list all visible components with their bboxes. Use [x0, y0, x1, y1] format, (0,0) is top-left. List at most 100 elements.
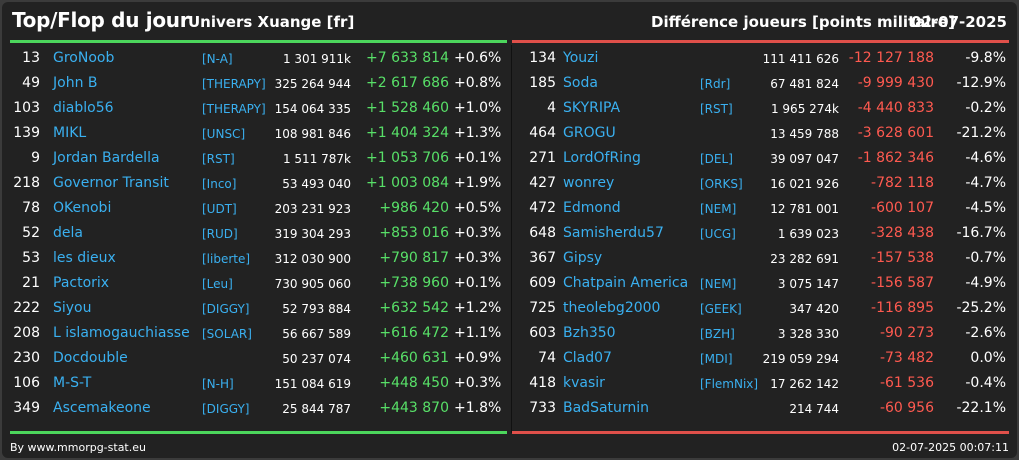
player-rank: 78	[22, 200, 40, 216]
player-name-link[interactable]: Bzh350	[563, 325, 616, 341]
alliance-tag-link[interactable]: [DEL]	[700, 152, 733, 166]
top-losers-list: 134 Youzi 111 411 626 -12 127 188 -9.8% 185 So…	[514, 47, 1009, 422]
percent-change: +0.8%	[454, 75, 502, 91]
alliance-tag-link[interactable]: [DIGGY]	[202, 402, 250, 416]
alliance-tag-link[interactable]: [SOLAR]	[202, 327, 252, 341]
player-name-link[interactable]: wonrey	[563, 175, 615, 191]
points-difference: +448 450	[379, 375, 449, 391]
player-name-link[interactable]: GROGU	[563, 125, 616, 141]
player-rank: 603	[529, 325, 556, 341]
player-name-link[interactable]: Soda	[563, 75, 598, 91]
player-name-link[interactable]: OKenobi	[53, 200, 112, 216]
percent-change: -2.6%	[965, 325, 1006, 341]
player-name-link[interactable]: GroNoob	[53, 50, 115, 66]
player-name-link[interactable]: les dieux	[53, 250, 116, 266]
percent-change: +1.2%	[454, 300, 502, 316]
points-difference: +632 542	[379, 300, 449, 316]
player-name-link[interactable]: SKYRIPA	[563, 100, 621, 116]
player-name-link[interactable]: Ascemakeone	[53, 400, 151, 416]
alliance-tag-link[interactable]: [N-A]	[202, 52, 233, 66]
percent-change: -4.6%	[965, 150, 1006, 166]
player-name-link[interactable]: L islamogauchiasse	[53, 325, 190, 341]
player-name-link[interactable]: kvasir	[563, 375, 605, 391]
alliance-tag-link[interactable]: [THERAPY]	[202, 102, 266, 116]
player-name-link[interactable]: theolebg2000	[563, 300, 661, 316]
player-points: 219 059 294	[762, 352, 839, 366]
player-points: 312 030 900	[274, 252, 351, 266]
player-rank: 230	[13, 350, 40, 366]
alliance-tag-link[interactable]: [THERAPY]	[202, 77, 266, 91]
player-name-link[interactable]: M-S-T	[53, 375, 92, 391]
percent-change: -4.7%	[965, 175, 1006, 191]
percent-change: -0.4%	[965, 375, 1006, 391]
alliance-tag-link[interactable]: [DIGGY]	[202, 302, 250, 316]
player-rank: 367	[529, 250, 556, 266]
player-points: 111 411 626	[762, 52, 839, 66]
player-rank: 134	[529, 50, 556, 66]
percent-change: -0.2%	[965, 100, 1006, 116]
list-item: 222 Siyou [DIGGY] 52 793 884 +632 542 +1.2%	[2, 297, 507, 322]
alliance-tag-link[interactable]: [RST]	[700, 102, 733, 116]
player-rank: 103	[13, 100, 40, 116]
player-points: 1 965 274k	[770, 102, 839, 116]
alliance-tag-link[interactable]: [Leu]	[202, 277, 233, 291]
alliance-tag-link[interactable]: [UDT]	[202, 202, 237, 216]
player-name-link[interactable]: Siyou	[53, 300, 92, 316]
points-difference: -60 956	[879, 400, 934, 416]
player-points: 347 420	[789, 302, 839, 316]
alliance-tag-link[interactable]: [GEEK]	[700, 302, 742, 316]
alliance-tag-link[interactable]: [RUD]	[202, 227, 238, 241]
player-name-link[interactable]: Edmond	[563, 200, 621, 216]
player-points: 53 493 040	[282, 177, 351, 191]
player-name-link[interactable]: Governor Transit	[53, 175, 169, 191]
list-item: 74 Clad07 [MDI] 219 059 294 -73 482 0.0%	[514, 347, 1009, 372]
player-rank: 648	[529, 225, 556, 241]
alliance-tag-link[interactable]: [N-H]	[202, 377, 234, 391]
alliance-tag-link[interactable]: [NEM]	[700, 202, 737, 216]
player-rank: 9	[31, 150, 40, 166]
player-name-link[interactable]: MIKL	[53, 125, 87, 141]
player-name-link[interactable]: Samisherdu57	[563, 225, 664, 241]
player-name-link[interactable]: LordOfRing	[563, 150, 641, 166]
points-difference: +1 053 706	[366, 150, 449, 166]
player-name-link[interactable]: Jordan Bardella	[53, 150, 160, 166]
top-footer-bar	[10, 431, 507, 434]
player-name-link[interactable]: Gipsy	[563, 250, 603, 266]
player-name-link[interactable]: Chatpain America	[563, 275, 689, 291]
difference-label: Différence joueurs [points militaire]	[651, 13, 955, 31]
alliance-tag-link[interactable]: [UNSC]	[202, 127, 246, 141]
player-rank: 49	[22, 75, 40, 91]
alliance-tag-link[interactable]: [FlemNix]	[700, 377, 759, 391]
flop-footer-bar	[512, 431, 1009, 434]
alliance-tag-link[interactable]: [ORKS]	[700, 177, 743, 191]
alliance-tag-link[interactable]: [liberte]	[202, 252, 251, 266]
player-rank: 52	[22, 225, 40, 241]
alliance-tag-link[interactable]: [UCG]	[700, 227, 736, 241]
player-name-link[interactable]: dela	[53, 225, 83, 241]
list-item: 427 wonrey [ORKS] 16 021 926 -782 118 -4.7%	[514, 172, 1009, 197]
alliance-tag-link[interactable]: [NEM]	[700, 277, 737, 291]
player-name-link[interactable]: Pactorix	[53, 275, 110, 291]
list-item: 208 L islamogauchiasse [SOLAR] 56 667 589 +6…	[2, 322, 507, 347]
alliance-tag-link[interactable]: [RST]	[202, 152, 235, 166]
alliance-tag-link[interactable]: [BZH]	[700, 327, 735, 341]
player-rank: 74	[538, 350, 556, 366]
player-name-link[interactable]: John B	[53, 75, 98, 91]
percent-change: +0.3%	[454, 225, 502, 241]
player-name-link[interactable]: Clad07	[563, 350, 612, 366]
player-name-link[interactable]: BadSaturnin	[563, 400, 650, 416]
player-rank: 733	[529, 400, 556, 416]
points-difference: -12 127 188	[848, 50, 934, 66]
alliance-tag-link[interactable]: [MDI]	[700, 352, 733, 366]
list-item: 53 les dieux [liberte] 312 030 900 +790 817 +…	[2, 247, 507, 272]
alliance-tag-link[interactable]: [Rdr]	[700, 77, 731, 91]
source-credit: By www.mmorpg-stat.eu	[10, 441, 146, 454]
alliance-tag-link[interactable]: [Inco]	[202, 177, 237, 191]
percent-change: -16.7%	[956, 225, 1006, 241]
player-name-link[interactable]: Docdouble	[53, 350, 128, 366]
player-name-link[interactable]: diablo56	[53, 100, 114, 116]
percent-change: 0.0%	[970, 350, 1006, 366]
points-difference: -116 895	[871, 300, 934, 316]
player-name-link[interactable]: Youzi	[563, 50, 599, 66]
